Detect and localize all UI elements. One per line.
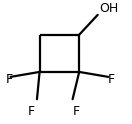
Text: F: F: [5, 73, 12, 86]
Text: F: F: [73, 105, 80, 118]
Text: OH: OH: [99, 2, 118, 15]
Text: F: F: [28, 105, 35, 118]
Text: F: F: [108, 73, 115, 86]
